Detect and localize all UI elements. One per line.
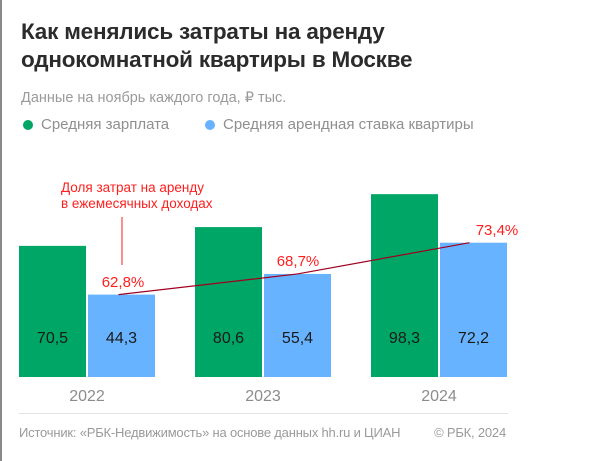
bar-salary-2024 <box>371 194 438 377</box>
share-line <box>118 242 470 296</box>
bar-rent-2022 <box>88 294 155 377</box>
footer-divider <box>19 413 508 414</box>
title-line-1: Как менялись затраты на аренду <box>21 19 385 44</box>
annotation-line-1: Доля затрат на аренду <box>61 180 204 195</box>
chart-title: Как менялись затраты на аренду однокомна… <box>21 18 581 74</box>
bar-value-label: 70,5 <box>37 330 68 347</box>
bar-value-label: 55,4 <box>282 330 313 347</box>
source-note: Источник: «РБК-Недвижимость» на основе д… <box>19 425 401 440</box>
legend-item-rent: Средняя арендная ставка квартиры <box>205 116 474 133</box>
legend-label-salary: Средняя зарплата <box>41 116 170 133</box>
bar-value-label: 44,3 <box>106 330 137 347</box>
bar-value-label: 98,3 <box>389 330 420 347</box>
x-tick-label: 2024 <box>421 388 457 405</box>
legend-swatch-salary <box>23 119 33 130</box>
share-label: 73,4% <box>476 222 519 239</box>
legend-swatch-rent <box>205 119 215 130</box>
bar-salary-2022 <box>19 245 86 377</box>
share-label: 68,7% <box>277 253 320 270</box>
bar-value-label: 72,2 <box>458 330 489 347</box>
copyright: © РБК, 2024 <box>434 425 506 440</box>
bar-rent-2024 <box>440 242 507 377</box>
bar-value-label: 80,6 <box>213 330 244 347</box>
bar-rent-2023 <box>264 273 331 377</box>
legend-label-rent: Средняя арендная ставка квартиры <box>223 116 474 133</box>
chart-subtitle: Данные на ноябрь каждого года, ₽ тыс. <box>21 90 287 106</box>
bar-salary-2023 <box>195 227 262 377</box>
x-tick-label: 2023 <box>245 388 281 405</box>
share-label: 62,8% <box>102 274 145 291</box>
annotation-line-2: в ежемесячных доходах <box>61 196 213 211</box>
legend-item-salary: Средняя зарплата <box>23 116 169 133</box>
x-tick-label: 2022 <box>69 388 105 405</box>
title-line-2: однокомнатной квартиры в Москве <box>21 47 413 72</box>
